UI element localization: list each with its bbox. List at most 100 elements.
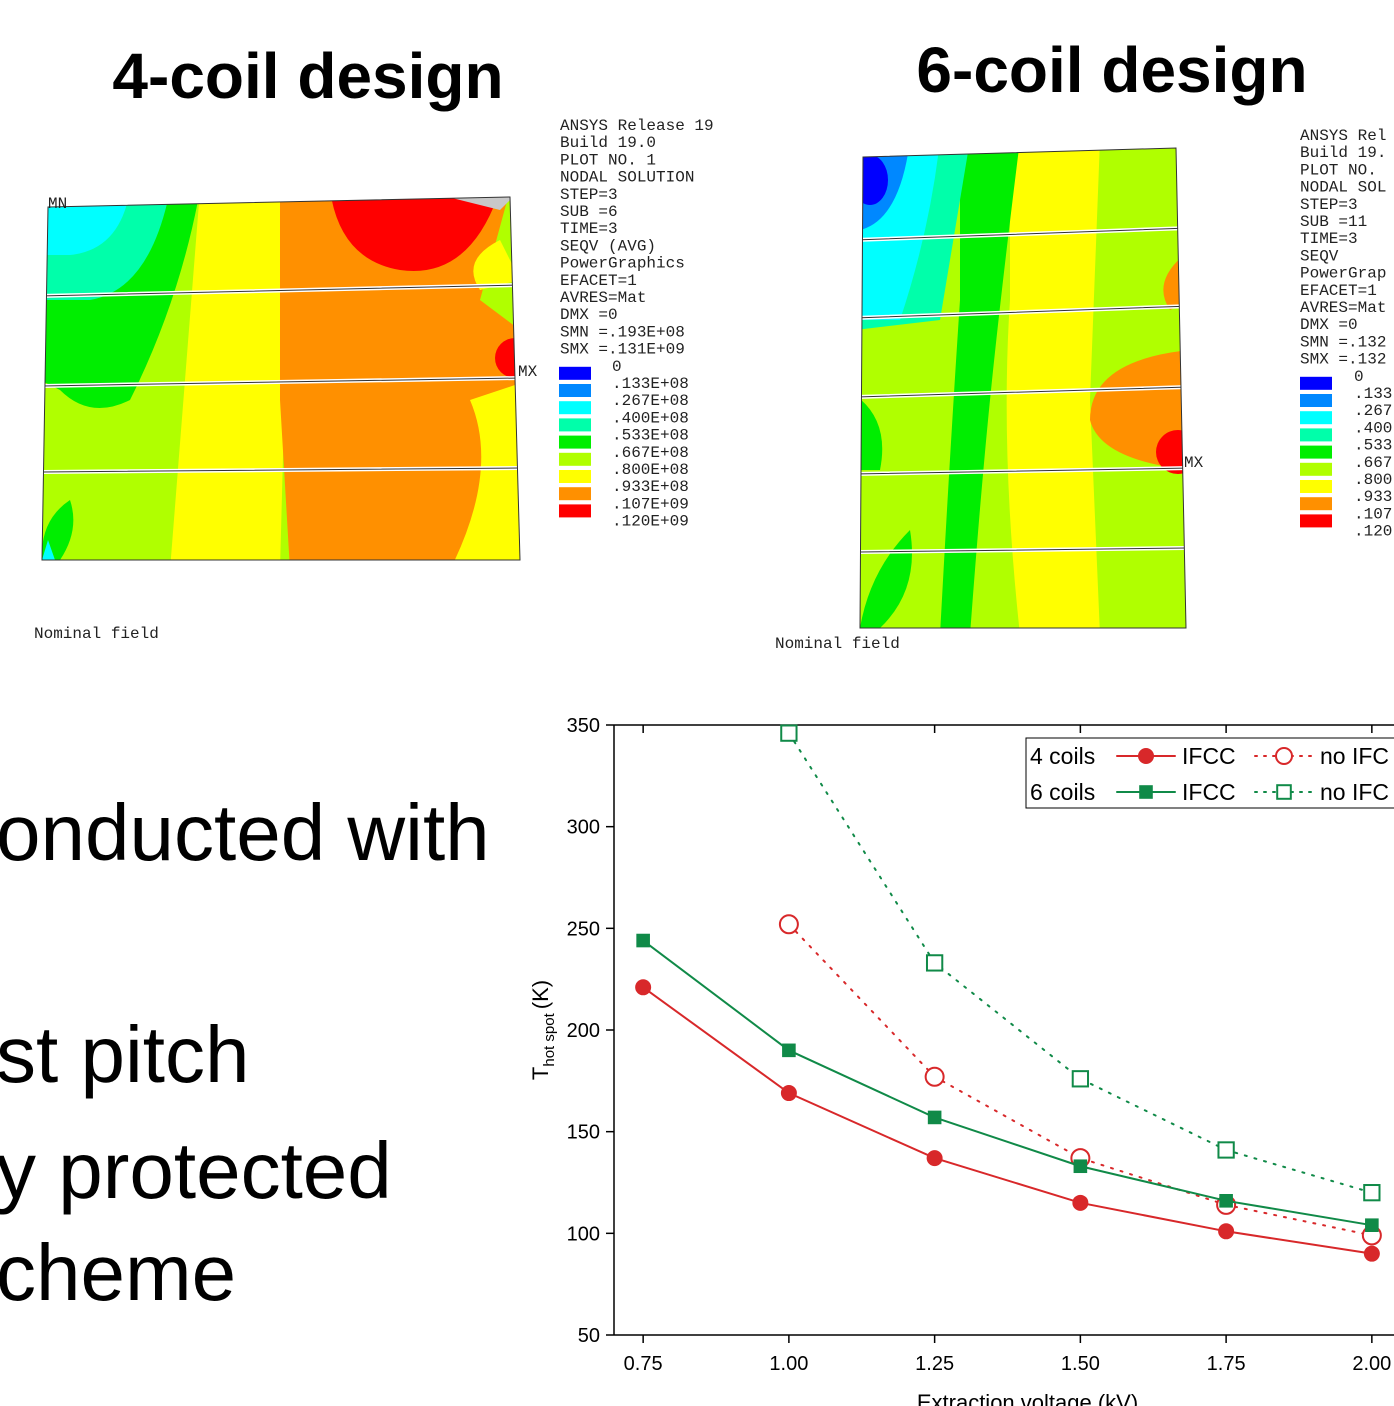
panel-title: 4-coil design xyxy=(112,40,503,112)
level-swatch xyxy=(559,470,591,483)
ansys-info: PLOT NO. 1 xyxy=(560,151,656,169)
ansys-info: STEP=3 xyxy=(560,186,618,204)
marker xyxy=(1219,1194,1233,1208)
ansys-info: SMN =.132 xyxy=(1300,333,1386,351)
level-swatch xyxy=(1300,377,1332,390)
footer-label: Nominal field xyxy=(34,625,159,643)
ansys-info: EFACET=1 xyxy=(1300,282,1377,300)
level-swatch xyxy=(559,487,591,500)
level-swatch xyxy=(1300,411,1332,424)
x-tick-label: 1.00 xyxy=(769,1353,808,1375)
series-line xyxy=(643,987,1372,1253)
ansys-info: NODAL SOL xyxy=(1300,179,1386,197)
level-swatch xyxy=(1300,480,1332,493)
level-label: .400 xyxy=(1354,419,1392,437)
bullet-text: y protected xyxy=(0,1126,392,1215)
ansys-info: AVRES=Mat xyxy=(1300,299,1386,317)
level-swatch xyxy=(1300,394,1332,407)
level-swatch xyxy=(559,384,591,397)
level-label: .400E+08 xyxy=(612,409,689,427)
ansys-info: Build 19.0 xyxy=(560,134,656,152)
level-swatch xyxy=(1300,428,1332,441)
level-label: .667 xyxy=(1354,454,1392,472)
y-label-unit: (K) xyxy=(528,980,553,1009)
ansys-info: SUB =11 xyxy=(1300,213,1367,231)
x-tick-label: 1.75 xyxy=(1207,1353,1246,1375)
ansys-info: PowerGrap xyxy=(1300,265,1386,283)
contour-4coil xyxy=(40,190,535,570)
ansys-info: EFACET=1 xyxy=(560,272,637,290)
ansys-info: Build 19. xyxy=(1300,144,1386,162)
marker xyxy=(1365,1218,1379,1232)
level-swatch xyxy=(1300,463,1332,476)
level-label: 0 xyxy=(1354,368,1364,386)
marker xyxy=(636,934,650,948)
marker xyxy=(782,1044,796,1058)
level-label: .533 xyxy=(1354,437,1392,455)
level-label: .120E+09 xyxy=(612,513,689,531)
legend-marker xyxy=(1276,748,1292,764)
level-label: .107 xyxy=(1354,505,1392,523)
ansys-info: NODAL SOLUTION xyxy=(560,169,694,187)
ansys-info: PowerGraphics xyxy=(560,255,685,273)
level-swatch xyxy=(559,436,591,449)
ansys-info: DMX =0 xyxy=(1300,316,1358,334)
ansys-info: PLOT NO. xyxy=(1300,161,1377,179)
marker xyxy=(1072,1195,1088,1211)
marker xyxy=(1218,1223,1234,1239)
y-tick-label: 150 xyxy=(567,1122,600,1144)
level-label: .120 xyxy=(1354,523,1392,541)
marker xyxy=(1073,1071,1088,1086)
level-label: 0 xyxy=(612,358,622,376)
y-tick-label: 300 xyxy=(567,817,600,839)
level-swatch xyxy=(1300,514,1332,527)
min-label: MN xyxy=(48,195,67,213)
legend-label: no IFC xyxy=(1320,743,1389,769)
level-label: .800 xyxy=(1354,471,1392,489)
marker xyxy=(781,1085,797,1101)
marker xyxy=(1364,1185,1379,1200)
ansys-info: DMX =0 xyxy=(560,306,618,324)
level-swatch xyxy=(1300,446,1332,459)
y-tick-label: 100 xyxy=(567,1223,600,1245)
x-tick-label: 1.50 xyxy=(1061,1353,1100,1375)
legend-group-label: 6 coils xyxy=(1030,779,1095,805)
marker xyxy=(927,955,942,970)
y-tick-label: 200 xyxy=(567,1020,600,1042)
legend-group-label: 4 coils xyxy=(1030,743,1095,769)
level-label: .533E+08 xyxy=(612,427,689,445)
level-label: .933E+08 xyxy=(612,478,689,496)
y-tick-label: 250 xyxy=(567,918,600,940)
legend-label: no IFC xyxy=(1320,779,1389,805)
ansys-info: TIME=3 xyxy=(560,220,618,238)
marker xyxy=(1218,1142,1233,1157)
y-label-main: T xyxy=(528,1067,553,1080)
level-swatch xyxy=(559,367,591,380)
bullet-text: onducted with xyxy=(0,788,490,877)
level-label: .933 xyxy=(1354,488,1392,506)
panel-title: 6-coil design xyxy=(916,34,1307,106)
legend-marker xyxy=(1277,785,1291,799)
level-label: .133E+08 xyxy=(612,375,689,393)
marker xyxy=(635,979,651,995)
level-label: .107E+09 xyxy=(612,495,689,513)
ansys-info: ANSYS Rel xyxy=(1300,127,1386,145)
bullet-text: st pitch xyxy=(0,1010,249,1099)
level-swatch xyxy=(559,418,591,431)
ansys-info: SEQV xyxy=(1300,247,1339,265)
marker xyxy=(928,1111,942,1125)
bullet-text: cheme xyxy=(0,1228,236,1317)
marker xyxy=(926,1068,944,1086)
ansys-info: SMN =.193E+08 xyxy=(560,323,685,341)
page: 4-coil designANSYS Release 19Build 19.0P… xyxy=(0,0,1394,1406)
x-tick-label: 1.25 xyxy=(915,1353,954,1375)
marker xyxy=(780,915,798,933)
legend-label: IFCC xyxy=(1182,779,1236,805)
ansys-info: SEQV (AVG) xyxy=(560,237,656,255)
marker xyxy=(781,725,796,740)
y-label-sub: hot spot xyxy=(541,1012,558,1066)
x-tick-label: 0.75 xyxy=(624,1353,663,1375)
x-tick-label: 2.00 xyxy=(1352,1353,1391,1375)
legend-label: IFCC xyxy=(1182,743,1236,769)
level-swatch xyxy=(559,504,591,517)
